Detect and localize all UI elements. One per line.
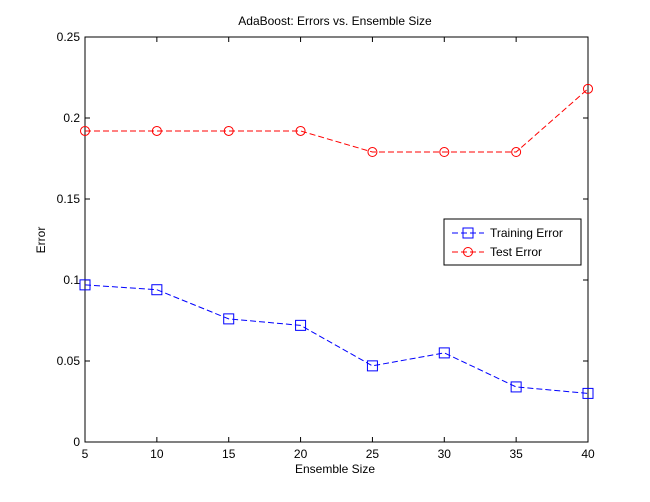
series-test-error bbox=[80, 83, 593, 158]
data-point bbox=[582, 387, 594, 399]
data-point bbox=[79, 279, 91, 291]
y-tick-label: 0.25 bbox=[57, 30, 81, 44]
data-point bbox=[511, 147, 522, 158]
data-point bbox=[510, 381, 522, 393]
x-axis-label: Ensemble Size bbox=[295, 462, 375, 476]
legend: Training Error Test Error bbox=[443, 218, 582, 266]
x-tick-label: 25 bbox=[366, 447, 380, 461]
legend-marker bbox=[462, 227, 474, 239]
data-point bbox=[151, 284, 163, 296]
x-tick-label: 15 bbox=[222, 447, 236, 461]
data-point bbox=[439, 147, 450, 158]
y-axis-label: Error bbox=[34, 227, 48, 254]
y-tick-label: 0.05 bbox=[57, 354, 81, 368]
y-tick-label: 0.2 bbox=[63, 111, 80, 125]
series-line bbox=[85, 88, 589, 153]
series-training-error bbox=[79, 279, 594, 399]
data-point bbox=[80, 125, 90, 136]
y-tick-label: 0 bbox=[73, 435, 80, 449]
data-point bbox=[438, 347, 450, 359]
x-tick-label: 20 bbox=[294, 447, 308, 461]
y-tick-label: 0.15 bbox=[57, 192, 81, 206]
data-point bbox=[223, 125, 234, 136]
data-point bbox=[295, 319, 307, 331]
chart-title: AdaBoost: Errors vs. Ensemble Size bbox=[238, 14, 432, 28]
legend-marker bbox=[463, 247, 473, 257]
x-tick-label: 5 bbox=[82, 447, 89, 461]
data-point bbox=[151, 125, 162, 136]
data-point bbox=[367, 147, 378, 158]
x-tick-label: 35 bbox=[509, 447, 523, 461]
data-point bbox=[583, 83, 593, 94]
x-tick-label: 10 bbox=[150, 447, 164, 461]
legend-label: Test Error bbox=[490, 245, 542, 259]
legend-label: Training Error bbox=[490, 226, 563, 240]
x-tick-label: 30 bbox=[438, 447, 452, 461]
data-point bbox=[366, 360, 378, 372]
data-point bbox=[223, 313, 235, 325]
legend-box bbox=[443, 218, 582, 266]
data-point bbox=[295, 125, 306, 136]
x-tick-label: 40 bbox=[581, 447, 595, 461]
series-layer bbox=[79, 83, 594, 399]
y-tick-label: 0.1 bbox=[63, 273, 80, 287]
series-line bbox=[84, 284, 589, 394]
